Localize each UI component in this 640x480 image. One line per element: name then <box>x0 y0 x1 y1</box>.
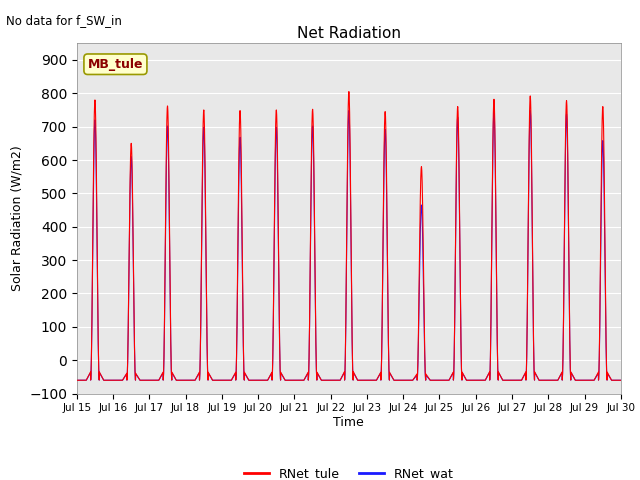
X-axis label: Time: Time <box>333 416 364 429</box>
Text: MB_tule: MB_tule <box>88 58 143 71</box>
Legend: RNet_tule, RNet_wat: RNet_tule, RNet_wat <box>239 462 459 480</box>
Title: Net Radiation: Net Radiation <box>297 25 401 41</box>
Y-axis label: Solar Radiation (W/m2): Solar Radiation (W/m2) <box>10 145 24 291</box>
Text: No data for f_SW_in: No data for f_SW_in <box>6 14 122 27</box>
